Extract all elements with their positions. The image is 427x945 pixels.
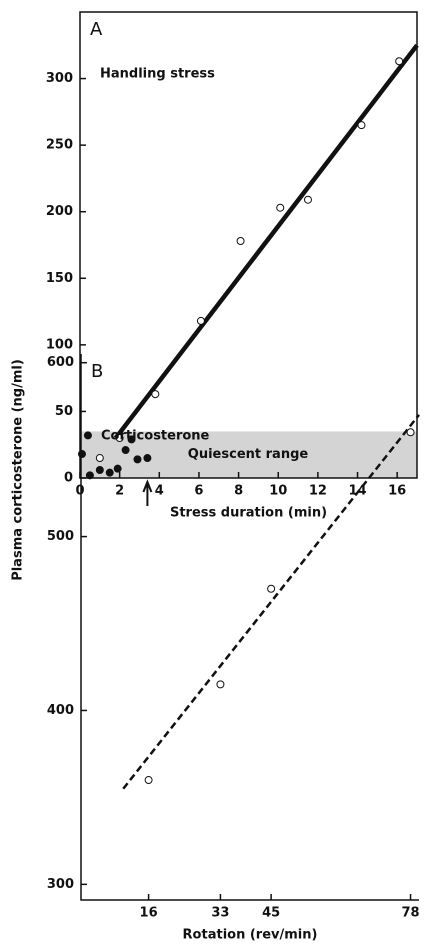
y-tick-label: 100 — [46, 337, 73, 352]
frame — [79, 11, 418, 479]
data-point — [196, 316, 205, 325]
y-tick-label: 250 — [46, 138, 73, 153]
data-point — [236, 237, 245, 246]
data-point — [121, 446, 130, 455]
data-point — [395, 57, 404, 66]
data-point — [151, 390, 160, 399]
data-point — [115, 434, 124, 443]
data-point — [95, 466, 104, 475]
x-axis-label: Stress duration (min) — [170, 506, 327, 521]
x-tick-label: 16 — [388, 484, 406, 499]
data-point — [133, 455, 142, 464]
x-tick-label: 0 — [75, 484, 84, 499]
data-point — [406, 428, 415, 437]
y-tick-label: 300 — [46, 71, 73, 86]
x-tick-label: 10 — [269, 484, 287, 499]
y-axis-label: Plasma corticosterone (ng/ml) — [11, 359, 26, 581]
y-tick-label: 500 — [47, 529, 74, 544]
panel-label: B — [91, 361, 103, 382]
data-point — [127, 435, 136, 444]
x-tick-label: 4 — [155, 484, 164, 499]
quiescent-band — [80, 431, 417, 478]
data-point — [267, 584, 276, 593]
x-tick-label: 2 — [115, 484, 124, 499]
y-tick-label: 300 — [47, 877, 74, 892]
panel-label: A — [90, 19, 103, 40]
x-tick-label: 33 — [211, 906, 229, 921]
panel-annotation: Handling stress — [100, 67, 215, 82]
data-point — [144, 776, 153, 785]
y-tick-label: 400 — [47, 703, 74, 718]
fit-line — [113, 43, 419, 440]
data-point — [85, 471, 94, 480]
data-point — [95, 454, 104, 463]
x-tick-label: 45 — [262, 906, 280, 921]
x-tick-label: 12 — [309, 484, 327, 499]
data-point — [303, 195, 312, 204]
panel-annotation: Corticosterone — [101, 429, 210, 444]
data-point — [357, 121, 366, 130]
y-tick-label: 200 — [46, 204, 73, 219]
band-label: Quiescent range — [188, 447, 309, 462]
data-point — [113, 464, 122, 473]
x-tick-label: 6 — [194, 484, 203, 499]
x-tick-label: 8 — [234, 484, 243, 499]
y-tick-label: 150 — [46, 271, 73, 286]
data-point — [216, 680, 225, 689]
data-point — [105, 468, 114, 477]
data-point — [77, 450, 86, 459]
data-point — [143, 454, 152, 463]
data-point — [276, 203, 285, 212]
arrow — [142, 479, 153, 506]
y-tick-label: 0 — [64, 471, 73, 486]
x-tick-label: 16 — [140, 906, 158, 921]
x-tick-label: 78 — [402, 906, 420, 921]
y-tick-label: 600 — [47, 355, 74, 370]
data-point — [83, 431, 92, 440]
fit-line — [122, 414, 420, 790]
x-axis-label: Rotation (rev/min) — [183, 928, 318, 943]
y-tick-label: 50 — [55, 404, 73, 419]
